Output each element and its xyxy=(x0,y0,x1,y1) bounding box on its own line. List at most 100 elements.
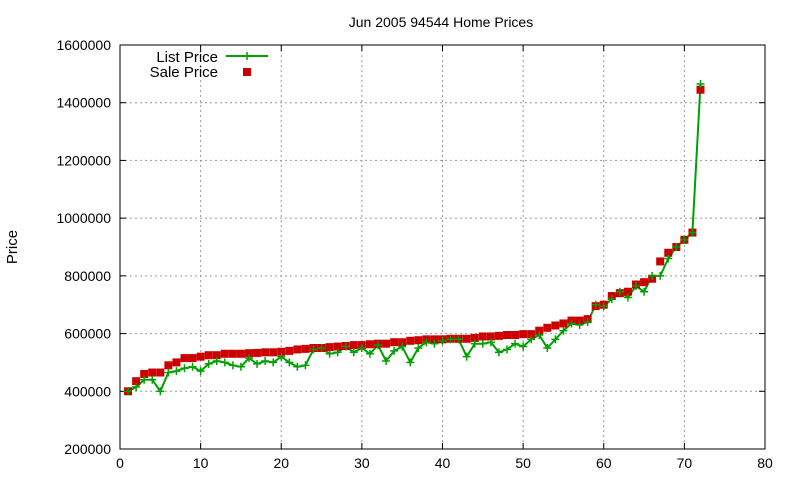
sale-price-point xyxy=(261,348,270,357)
sale-price-point xyxy=(462,334,471,343)
list-price-point xyxy=(220,358,229,367)
sale-price-point xyxy=(164,361,173,370)
list-price-line xyxy=(127,83,702,394)
sale-price-point xyxy=(365,340,374,349)
list-price-point xyxy=(478,339,487,348)
list-price-point xyxy=(317,344,326,352)
list-price-point xyxy=(132,382,141,391)
sale-price-point xyxy=(511,331,520,340)
list-price-point xyxy=(180,364,189,373)
x-tick-label: 20 xyxy=(273,455,289,471)
list-price-point xyxy=(575,320,584,329)
sale-price-point xyxy=(204,351,213,360)
x-tick-label: 50 xyxy=(515,455,531,471)
y-tick-label: 1200000 xyxy=(56,152,111,168)
list-price-point xyxy=(583,318,592,327)
y-tick-label: 800000 xyxy=(64,268,111,284)
list-price-point xyxy=(293,362,302,371)
x-tick-label: 80 xyxy=(757,455,773,471)
list-price-point xyxy=(559,326,568,335)
sale-price-point xyxy=(277,347,286,356)
sale-price-point xyxy=(228,349,237,358)
list-price-point xyxy=(301,361,310,370)
list-price-point xyxy=(632,281,640,290)
sale-price-point xyxy=(503,331,511,340)
y-tick-label: 1600000 xyxy=(56,37,111,53)
list-price-point xyxy=(414,344,423,352)
list-price-point xyxy=(462,352,471,361)
list-price-point xyxy=(511,339,520,348)
sale-price-point xyxy=(349,341,358,350)
x-tick-label: 10 xyxy=(193,455,209,471)
legend-swatch-sale-marker xyxy=(243,68,251,76)
list-price-point xyxy=(406,358,415,367)
sale-price-point xyxy=(406,336,415,345)
list-price-point xyxy=(688,228,697,237)
list-price-point xyxy=(398,342,407,351)
list-price-point xyxy=(599,302,608,311)
sale-price-point xyxy=(196,352,205,361)
list-price-point xyxy=(341,342,350,351)
sale-price-point xyxy=(156,368,165,377)
list-price-point xyxy=(365,349,374,358)
y-tick-label: 1000000 xyxy=(56,210,111,226)
list-price-point xyxy=(164,368,173,377)
list-price-point xyxy=(188,362,197,371)
list-price-point xyxy=(285,358,294,367)
list-price-point xyxy=(172,367,181,376)
sale-price-point xyxy=(478,332,487,341)
x-tick-label: 0 xyxy=(116,455,124,471)
list-price-point xyxy=(374,341,382,350)
sale-price-point xyxy=(559,319,568,328)
sale-price-point xyxy=(494,331,503,340)
sale-price-point xyxy=(575,316,584,325)
list-price-point xyxy=(567,319,576,328)
list-price-point xyxy=(470,339,479,348)
list-price-point xyxy=(196,367,205,376)
list-price-point xyxy=(325,349,334,358)
sale-price-point xyxy=(486,332,495,341)
list-price-point xyxy=(245,354,253,363)
y-tick-label: 600000 xyxy=(64,326,111,342)
list-price-point xyxy=(228,361,237,370)
sale-price-point xyxy=(656,257,665,266)
sale-price-point xyxy=(212,351,221,360)
y-axis-label: Price xyxy=(4,230,21,264)
x-tick-label: 30 xyxy=(354,455,370,471)
sale-price-point xyxy=(253,348,262,357)
list-price-point xyxy=(269,358,278,367)
sale-price-point xyxy=(470,333,479,342)
sale-price-point xyxy=(382,339,391,348)
sale-price-point xyxy=(398,338,407,347)
y-tick-label: 400000 xyxy=(64,383,111,399)
sale-price-point xyxy=(390,338,399,347)
sale-price-point xyxy=(301,344,310,353)
list-price-point xyxy=(486,338,495,347)
list-price-point xyxy=(124,387,133,396)
sale-price-point xyxy=(236,349,245,358)
legend-label-sale-price: Sale Price xyxy=(150,64,218,81)
list-price-point xyxy=(672,243,681,251)
sale-price-point xyxy=(696,85,705,94)
list-price-point xyxy=(148,375,157,384)
list-price-point xyxy=(656,271,665,280)
x-tick-label: 70 xyxy=(677,455,693,471)
list-price-point xyxy=(543,344,552,352)
x-tick-label: 40 xyxy=(435,455,451,471)
sale-price-point xyxy=(325,343,334,352)
sale-price-point xyxy=(293,345,302,354)
list-price-point xyxy=(503,345,511,354)
list-price-point xyxy=(277,352,286,361)
sale-price-point xyxy=(535,326,544,335)
list-price-point xyxy=(680,235,689,244)
sale-price-point xyxy=(623,287,632,296)
list-price-point xyxy=(519,342,528,351)
sale-price-point xyxy=(180,354,189,363)
list-price-point xyxy=(422,338,431,347)
list-price-point xyxy=(390,346,399,355)
sale-price-point xyxy=(430,335,439,344)
list-price-point xyxy=(430,339,439,348)
sale-price-point xyxy=(140,369,149,378)
